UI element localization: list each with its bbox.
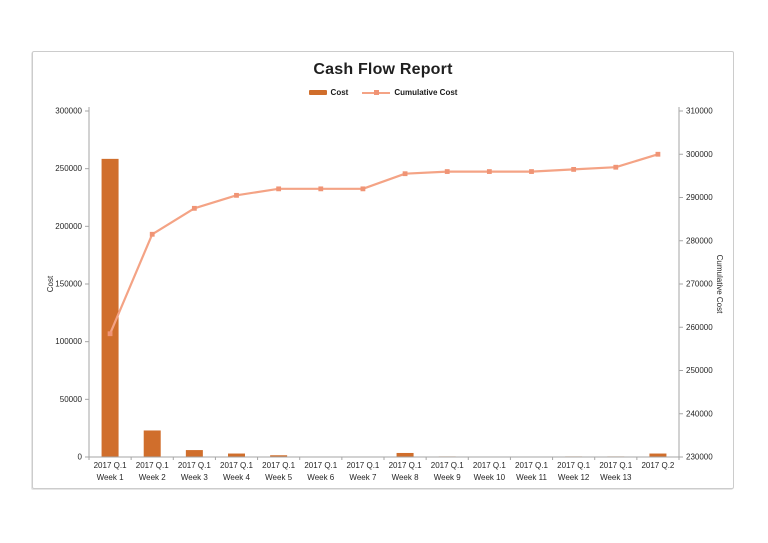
legend-item-cost[interactable]: Cost xyxy=(308,88,349,97)
right-axis-tick-label: 260000 xyxy=(686,323,713,332)
left-axis-tick-label: 300000 xyxy=(55,107,82,116)
left-axis-tick-label: 200000 xyxy=(55,222,82,231)
left-axis-tick-label: 250000 xyxy=(55,164,82,173)
line-marker xyxy=(276,186,282,192)
line-marker xyxy=(402,171,408,177)
cost-bar[interactable] xyxy=(649,453,667,457)
right-axis-tick-label: 270000 xyxy=(686,280,713,289)
line-marker xyxy=(529,169,534,174)
line-marker xyxy=(486,169,492,174)
x-axis-label: 2017 Q.1 Week 13 xyxy=(599,461,632,482)
x-axis-label: 2017 Q.1 Week 7 xyxy=(346,461,379,482)
line-marker xyxy=(444,169,450,174)
x-axis-label: 2017 Q.1 Week 4 xyxy=(220,461,253,482)
line-marker xyxy=(107,331,113,337)
line-marker xyxy=(234,192,239,198)
x-axis-label: 2017 Q.1 Week 5 xyxy=(262,461,295,482)
cost-bar[interactable] xyxy=(101,158,119,457)
left-axis-tick-label: 100000 xyxy=(55,337,82,346)
cost-bar[interactable] xyxy=(270,455,288,457)
cost-bar[interactable] xyxy=(143,430,161,457)
x-axis-label: 2017 Q.1 Week 9 xyxy=(431,461,464,482)
legend-label-cost: Cost xyxy=(330,88,349,97)
right-axis-tick-label: 230000 xyxy=(686,453,713,462)
right-axis-tick-label: 290000 xyxy=(686,193,713,202)
line-marker xyxy=(149,231,155,237)
x-axis-label: 2017 Q.1 Week 11 xyxy=(515,461,548,482)
cash-flow-report-chart[interactable]: Cash Flow Report Cost Cumulative Cost 0 5… xyxy=(32,51,734,489)
cumulative-cost-line[interactable] xyxy=(109,153,659,335)
cost-series-swatch-icon xyxy=(308,90,327,95)
right-axis-tick-label: 240000 xyxy=(686,409,713,418)
legend-label-cumulative-cost: Cumulative Cost xyxy=(394,88,458,97)
legend-item-cumulative-cost[interactable]: Cumulative Cost xyxy=(362,88,457,97)
chart-legend: Cost Cumulative Cost xyxy=(33,88,733,97)
left-axis-tick-label: 0 xyxy=(78,453,83,462)
line-marker xyxy=(360,186,366,192)
left-axis-title: Cost xyxy=(46,275,55,292)
line-marker xyxy=(613,164,619,170)
x-axis-label: 2017 Q.1 Week 6 xyxy=(304,461,337,482)
chart-title: Cash Flow Report xyxy=(313,61,453,78)
cost-bar[interactable] xyxy=(228,453,245,457)
right-axis-tick-label: 300000 xyxy=(686,150,713,159)
left-axis-tick-label: 150000 xyxy=(55,280,82,289)
x-axis-label: 2017 Q.1 Week 2 xyxy=(136,461,169,482)
x-axis-label: 2017 Q.1 Week 1 xyxy=(94,461,127,482)
right-axis-tick-label: 280000 xyxy=(686,236,713,245)
line-marker xyxy=(571,166,577,172)
line-marker xyxy=(191,205,197,211)
right-axis-title: Cumulative Cost xyxy=(715,255,724,314)
right-axis-tick-label: 250000 xyxy=(686,366,713,375)
left-axis-tick-label: 50000 xyxy=(60,395,83,404)
cumulative-cost-series-swatch-icon xyxy=(362,89,391,96)
x-axis-label: 2017 Q.1 Week 12 xyxy=(557,461,590,482)
x-axis-label: 2017 Q.2 xyxy=(641,461,674,470)
x-axis-label: 2017 Q.1 Week 8 xyxy=(389,461,422,482)
right-axis-tick-label: 310000 xyxy=(686,107,713,116)
cost-bar[interactable] xyxy=(185,450,203,457)
line-marker xyxy=(655,151,661,157)
line-marker xyxy=(318,186,324,192)
cost-bar[interactable] xyxy=(396,452,414,457)
x-axis-label: 2017 Q.1 Week 10 xyxy=(473,461,506,482)
x-axis-label: 2017 Q.1 Week 3 xyxy=(178,461,211,482)
chart-plot-area: 0 50000 100000 150000 200000 250000 300000 2300… xyxy=(46,107,724,483)
